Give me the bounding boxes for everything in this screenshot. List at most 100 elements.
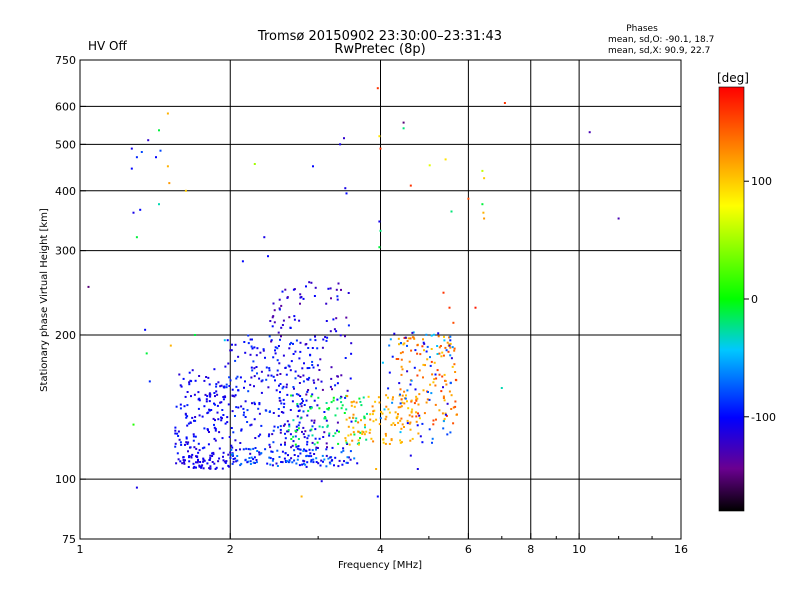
data-point — [358, 442, 360, 445]
data-point — [271, 325, 274, 328]
data-point — [249, 338, 252, 341]
x-tick-label: 6 — [465, 543, 472, 556]
data-point — [378, 401, 381, 404]
data-point — [413, 337, 416, 340]
data-point — [409, 383, 412, 386]
data-point — [272, 429, 275, 432]
data-point — [367, 395, 370, 398]
data-point — [209, 465, 212, 468]
data-point — [187, 466, 190, 468]
data-point — [174, 432, 177, 435]
data-point — [312, 458, 315, 461]
data-point — [251, 369, 254, 372]
data-point — [198, 414, 201, 417]
data-point — [309, 338, 312, 341]
data-point — [192, 433, 195, 436]
data-point — [198, 464, 201, 467]
data-point — [341, 463, 344, 466]
data-point — [226, 339, 229, 342]
data-point — [406, 389, 409, 392]
data-point — [250, 345, 253, 348]
data-point — [273, 309, 276, 312]
data-point — [422, 341, 425, 344]
data-point — [422, 376, 424, 379]
data-point — [242, 448, 245, 451]
data-point — [391, 355, 394, 358]
data-point — [249, 452, 252, 455]
data-point — [267, 255, 269, 258]
data-point — [215, 466, 218, 469]
data-point — [231, 410, 234, 413]
data-point — [296, 415, 299, 418]
data-point — [181, 462, 184, 465]
data-point — [323, 417, 326, 420]
data-point — [132, 423, 135, 426]
data-point — [265, 409, 268, 412]
data-point — [317, 462, 320, 465]
data-point — [339, 334, 342, 337]
data-point — [381, 412, 384, 415]
data-point — [409, 454, 412, 457]
phase-stats-o: mean, sd,O: -90.1, 18.7 — [608, 35, 714, 45]
data-point — [213, 392, 216, 394]
data-point — [186, 424, 189, 427]
data-point — [307, 378, 310, 381]
data-point — [231, 388, 234, 391]
data-point — [301, 398, 304, 401]
data-point — [397, 406, 400, 409]
data-point — [301, 463, 304, 466]
data-point — [331, 459, 334, 462]
data-point — [389, 338, 392, 341]
data-point — [214, 403, 216, 406]
data-point — [369, 428, 372, 431]
data-point — [411, 331, 414, 334]
data-point — [195, 447, 198, 450]
data-point — [333, 328, 336, 331]
data-point — [304, 430, 307, 433]
data-point — [239, 442, 242, 444]
data-point — [284, 432, 286, 435]
data-point — [449, 339, 452, 342]
data-point — [230, 349, 233, 352]
data-point — [378, 246, 381, 249]
data-point — [370, 437, 373, 440]
data-point — [184, 443, 186, 446]
data-point — [309, 406, 312, 409]
data-point — [234, 394, 237, 397]
data-point — [211, 452, 214, 455]
data-point — [302, 297, 305, 300]
data-point — [256, 347, 259, 350]
data-point — [302, 449, 305, 452]
chart-subtitle: RwPretec (8p) — [334, 42, 425, 57]
y-tick-label: 500 — [55, 138, 76, 151]
data-point — [347, 434, 350, 437]
data-point — [277, 408, 280, 410]
data-point — [448, 336, 451, 339]
data-point — [434, 373, 437, 376]
data-point — [277, 345, 280, 347]
data-point — [296, 447, 299, 450]
data-point — [310, 460, 313, 463]
data-point — [235, 385, 238, 388]
data-point — [222, 459, 225, 462]
data-point — [378, 220, 381, 223]
data-point — [222, 414, 225, 416]
data-point — [316, 447, 319, 449]
data-point — [253, 418, 256, 421]
data-point — [297, 405, 300, 408]
data-point — [242, 407, 245, 410]
data-point — [267, 435, 270, 438]
data-point — [253, 462, 256, 464]
data-point — [416, 352, 419, 355]
data-point — [438, 346, 441, 349]
data-point — [364, 426, 366, 429]
data-point — [332, 396, 335, 399]
data-point — [289, 409, 292, 411]
data-point — [376, 495, 379, 498]
data-point — [306, 437, 309, 440]
x-tick-label: 8 — [527, 543, 534, 556]
data-point — [428, 398, 431, 401]
data-point — [397, 413, 399, 416]
data-point — [259, 351, 262, 354]
data-point — [259, 433, 262, 436]
